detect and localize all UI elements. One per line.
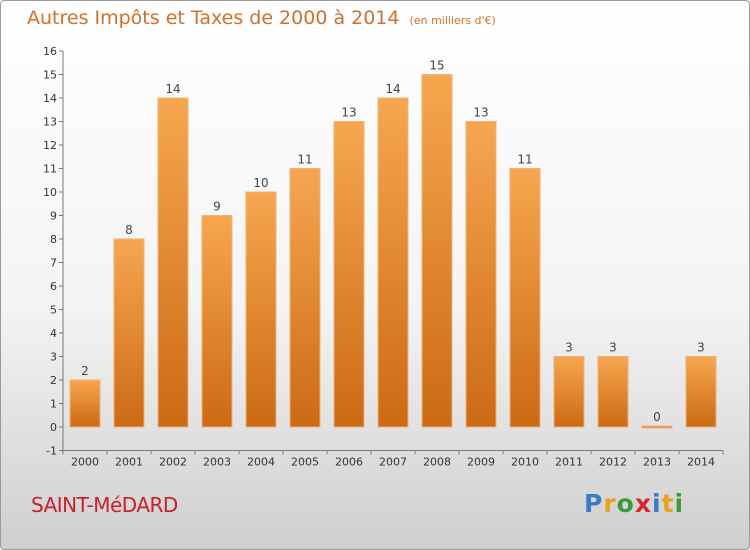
bar-2013 — [641, 425, 673, 429]
bar-2001 — [113, 238, 145, 428]
y-tick-label: 7 — [50, 257, 57, 270]
x-tick-label: 2002 — [159, 456, 187, 469]
y-tick-label: 10 — [43, 186, 57, 199]
y-tick-label: 11 — [43, 163, 57, 176]
logo-letter: x — [634, 489, 652, 518]
x-tick-label: 2000 — [71, 456, 99, 469]
bar-value-label: 0 — [653, 410, 661, 424]
x-tick-label: 2004 — [247, 456, 275, 469]
x-tick-label: 2007 — [379, 456, 407, 469]
bar-2003 — [201, 215, 233, 428]
chart-title-unit: (en milliers d'€) — [409, 14, 496, 27]
bar-value-label: 3 — [565, 341, 573, 355]
bar-2010 — [509, 168, 541, 428]
x-tick-label: 2006 — [335, 456, 363, 469]
y-tick-label: 6 — [50, 280, 57, 293]
y-tick-label: 5 — [50, 304, 57, 317]
x-tick-label: 2011 — [555, 456, 583, 469]
x-tick-label: 2003 — [203, 456, 231, 469]
bar-value-label: 14 — [385, 82, 400, 96]
y-tick-label: 13 — [43, 116, 57, 129]
y-tick-label: 15 — [43, 69, 57, 82]
y-tick-label: 1 — [50, 398, 57, 411]
bar-2008 — [421, 74, 453, 428]
logo-letter: o — [616, 489, 635, 518]
bar-value-label: 3 — [609, 341, 617, 355]
bar-value-label: 15 — [429, 59, 444, 73]
bar-value-label: 8 — [125, 223, 133, 237]
bar-value-label: 14 — [165, 82, 180, 96]
x-tick-label: 2001 — [115, 456, 143, 469]
y-tick-label: 8 — [50, 233, 57, 246]
bar-2002 — [157, 97, 189, 428]
bar-value-label: 13 — [473, 106, 488, 120]
x-tick-label: 2013 — [643, 456, 671, 469]
location-name: SAINT-MéDARD — [31, 493, 178, 517]
bar-value-label: 3 — [697, 341, 705, 355]
bar-2006 — [333, 121, 365, 428]
chart-title-main: Autres Impôts et Taxes de 2000 à 2014 — [27, 7, 400, 29]
y-tick-label: 16 — [43, 45, 57, 58]
bar-2004 — [245, 191, 277, 428]
y-tick-label: 3 — [50, 351, 57, 364]
y-tick-label: 2 — [50, 374, 57, 387]
bar-value-label: 2 — [81, 364, 89, 378]
x-tick-label: 2014 — [687, 456, 715, 469]
bar-2011 — [553, 356, 585, 428]
y-tick-label: 12 — [43, 139, 57, 152]
bar-2005 — [289, 168, 321, 428]
logo-letter: i — [652, 489, 662, 518]
x-tick-label: 2010 — [511, 456, 539, 469]
y-tick-label: 9 — [50, 210, 57, 223]
y-tick-label: 0 — [50, 421, 57, 434]
bar-2007 — [377, 97, 409, 428]
x-tick-label: 2012 — [599, 456, 627, 469]
bar-value-label: 10 — [253, 176, 268, 190]
y-tick-label: 14 — [43, 92, 57, 105]
y-tick-label: -1 — [46, 445, 57, 458]
x-tick-label: 2005 — [291, 456, 319, 469]
bar-value-label: 11 — [297, 153, 312, 167]
x-tick-label: 2009 — [467, 456, 495, 469]
logo-letter: P — [584, 489, 604, 518]
bar-2014 — [685, 356, 717, 428]
bar-value-label: 13 — [341, 106, 356, 120]
bar-value-label: 11 — [517, 153, 532, 167]
bar-2000 — [69, 379, 101, 428]
y-tick-label: 4 — [50, 327, 57, 340]
chart-title: Autres Impôts et Taxes de 2000 à 2014 (e… — [27, 7, 496, 29]
logo-letter: r — [603, 489, 617, 518]
bar-value-label: 9 — [213, 200, 221, 214]
bar-2009 — [465, 121, 497, 428]
logo-letter: t — [661, 489, 675, 518]
bar-2012 — [597, 356, 629, 428]
logo-letter: i — [674, 489, 685, 518]
proxiti-logo: Proxiti — [584, 489, 684, 518]
x-tick-label: 2008 — [423, 456, 451, 469]
